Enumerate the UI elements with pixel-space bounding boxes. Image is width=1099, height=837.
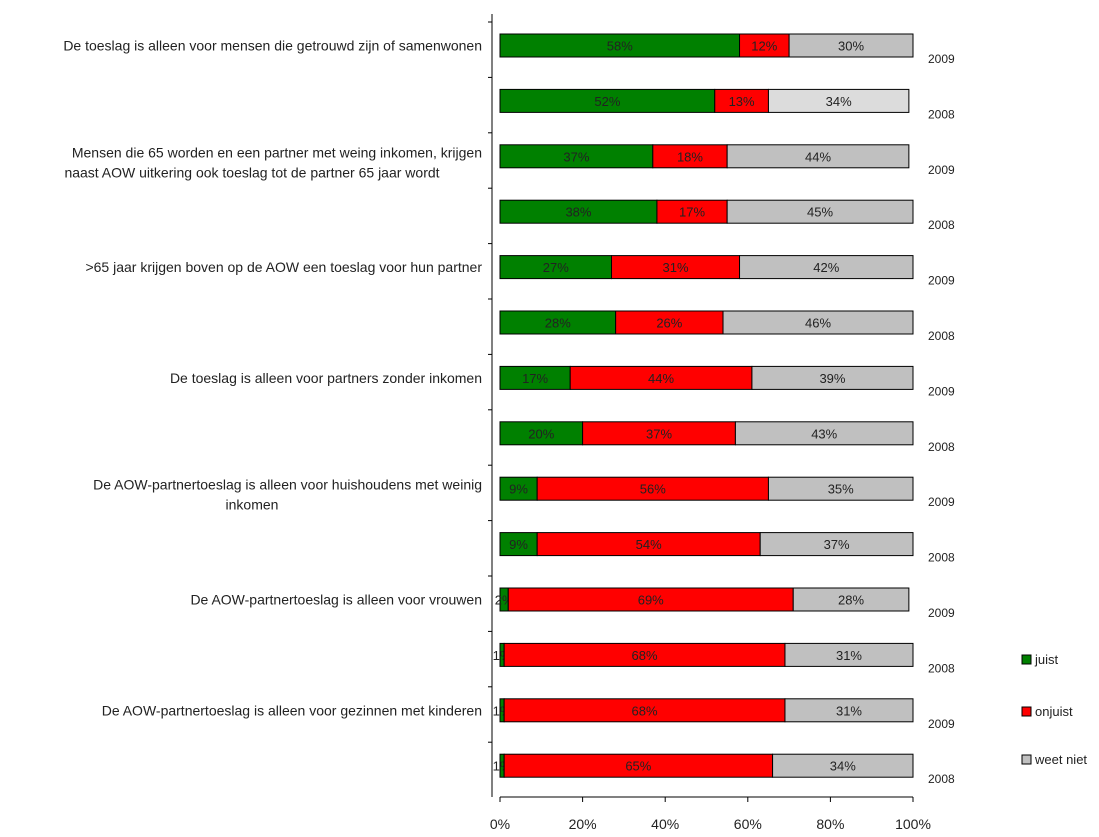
data-label: 30% [838,39,864,54]
data-label: 56% [640,482,666,497]
year-label: 2008 [928,661,955,675]
year-label: 2009 [928,495,955,509]
legend-swatch-weet-niet [1021,754,1032,765]
year-label: 2009 [928,384,955,398]
data-label: 17% [679,205,705,220]
data-label: 31% [663,260,689,275]
x-tick-label: 20% [569,816,597,832]
bar-weet-niet-13 [772,753,914,778]
bar-weet-niet-9 [759,532,914,557]
statement-label: De AOW-partnertoeslag is alleen voor hui… [93,477,482,493]
data-label: 52% [594,94,620,109]
data-label: 9% [509,482,528,497]
data-label: 13% [729,94,755,109]
statement-label: De AOW-partnertoeslag is alleen voor gez… [102,702,482,718]
data-label: 68% [632,703,658,718]
data-label: 46% [805,316,831,331]
data-label: 43% [811,426,837,441]
year-label: 2009 [928,163,955,177]
bar-weet-niet-6 [751,365,914,390]
year-label: 2009 [928,717,955,731]
data-label: 26% [656,316,682,331]
year-label: 2008 [928,440,955,454]
legend-label: weet niet [1034,752,1087,767]
data-label: 44% [648,371,674,386]
year-label: 2008 [928,107,955,121]
legend-label: juist [1034,652,1059,667]
data-label: 20% [528,426,554,441]
bar-weet-niet-12 [784,698,914,723]
statement-label: inkomen [226,497,279,513]
legend-label: onjuist [1035,704,1073,719]
data-label: 28% [838,593,864,608]
statement-label: Mensen die 65 worden en een partner met … [72,144,482,160]
data-label: 17% [522,371,548,386]
bar-weet-niet-2 [726,144,910,169]
statement-label: De toeslag is alleen voor partners zonde… [170,370,482,386]
data-label: 12% [751,39,777,54]
data-label: 9% [509,537,528,552]
data-label: 34% [826,94,852,109]
data-label: 37% [646,426,672,441]
data-label: 44% [805,149,831,164]
year-label: 2009 [928,606,955,620]
data-label: 38% [565,205,591,220]
x-tick-label: 100% [895,816,931,832]
data-label: 45% [807,205,833,220]
year-label: 2009 [928,52,955,66]
data-label: 54% [636,537,662,552]
data-label: 65% [625,759,651,774]
bar-weet-niet-5 [722,310,914,335]
data-label: 37% [563,149,589,164]
statement-label: De toeslag is alleen voor mensen die get… [63,38,482,54]
bar-weet-niet-10 [792,587,910,612]
data-label: 31% [836,703,862,718]
year-label: 2009 [928,274,955,288]
data-label: 28% [545,316,571,331]
bar-weet-niet-8 [767,476,914,501]
data-label: 18% [677,149,703,164]
data-label: 39% [819,371,845,386]
x-tick-label: 0% [490,816,510,832]
bar-weet-niet-1 [767,88,910,113]
x-tick-label: 80% [816,816,844,832]
bar-weet-niet-11 [784,642,914,667]
data-label: 58% [607,39,633,54]
data-label: 68% [632,648,658,663]
bar-weet-niet-4 [739,255,914,280]
data-label: 69% [638,593,664,608]
data-label: 37% [824,537,850,552]
year-label: 2008 [928,772,955,786]
year-label: 2008 [928,551,955,565]
legend-swatch-juist [1021,654,1032,665]
statement-label: naast AOW uitkering ook toeslag tot de p… [64,164,439,180]
data-label: 42% [813,260,839,275]
statement-label: >65 jaar krijgen boven op de AOW een toe… [85,259,482,275]
data-label: 35% [828,482,854,497]
x-tick-label: 60% [734,816,762,832]
data-label: 27% [543,260,569,275]
x-tick-label: 40% [651,816,679,832]
data-label: 31% [836,648,862,663]
data-label: 34% [830,759,856,774]
legend-swatch-onjuist [1021,706,1032,717]
bar-weet-niet-0 [788,33,914,58]
year-label: 2008 [928,218,955,232]
year-label: 2008 [928,329,955,343]
bar-weet-niet-3 [726,199,914,224]
bar-weet-niet-7 [734,421,914,446]
statement-label: De AOW-partnertoeslag is alleen voor vro… [190,592,482,608]
